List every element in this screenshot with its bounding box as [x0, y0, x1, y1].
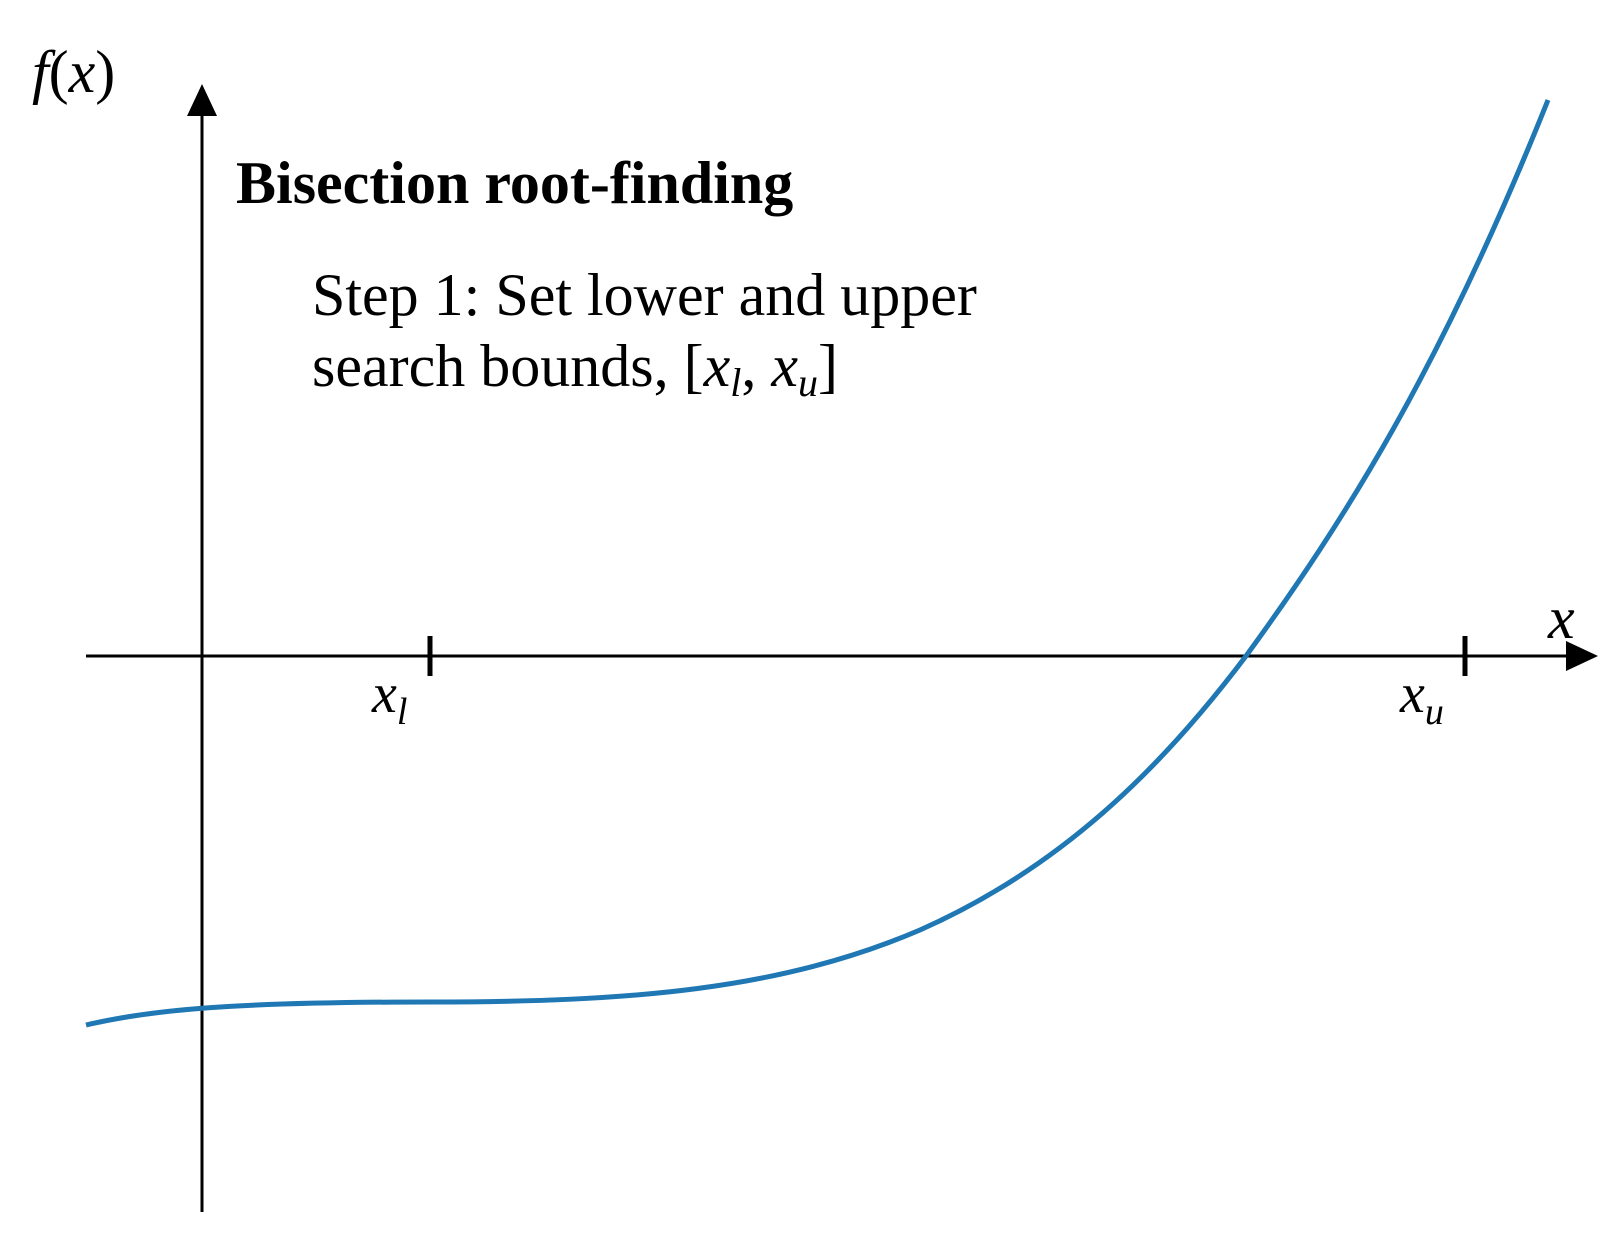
step-xu-sub: u: [798, 360, 818, 405]
step-line-1: Step 1: Set lower and upper: [312, 262, 977, 328]
lower-bound-label: xl: [371, 663, 407, 733]
y-axis-label-open: (: [49, 39, 69, 105]
y-axis-arrowhead: [187, 84, 217, 116]
step-line-2: search bounds, [xl, xu]: [312, 333, 838, 405]
x-axis-label: x: [1547, 585, 1575, 651]
step-line-2-prefix: search bounds, [: [312, 333, 704, 399]
upper-bound-label: xu: [1399, 663, 1444, 733]
y-axis-label-close: ): [95, 39, 115, 105]
step-xl-base: x: [703, 333, 731, 399]
step-line-2-suffix: ]: [818, 333, 838, 399]
y-axis-label: f(x): [32, 39, 115, 105]
function-curve: [85, 99, 1551, 1028]
diagram-title: Bisection root-finding: [236, 150, 793, 216]
step-xl-sub: l: [730, 360, 741, 405]
x-axis-arrowhead: [1566, 641, 1598, 671]
lower-bound-label-sub: l: [397, 691, 408, 733]
step-xu-base: x: [770, 333, 798, 399]
upper-bound-label-sub: u: [1425, 691, 1444, 733]
lower-bound-label-base: x: [371, 663, 397, 725]
y-axis-label-var: x: [68, 39, 96, 105]
step-sep: ,: [741, 333, 771, 399]
upper-bound-label-base: x: [1399, 663, 1425, 725]
